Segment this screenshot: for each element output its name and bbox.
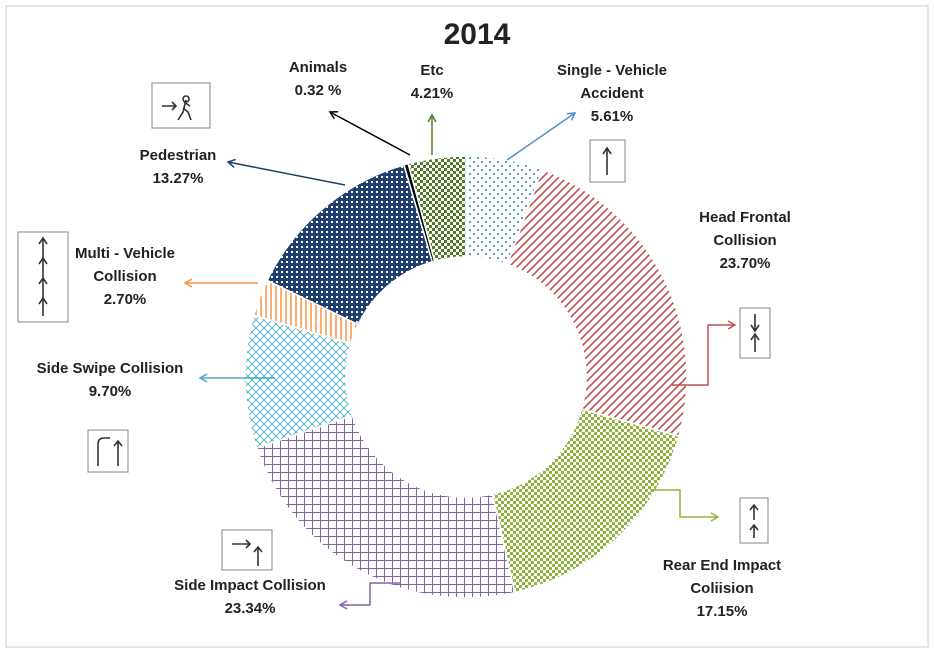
icon-side-swipe bbox=[87, 429, 129, 473]
icon-multi bbox=[17, 231, 69, 323]
donut-slice bbox=[506, 168, 688, 438]
category-label: Pedestrian bbox=[140, 147, 217, 164]
value-label: 2.70% bbox=[104, 291, 147, 308]
value-label: 0.32 % bbox=[295, 82, 342, 99]
value-label: 13.27% bbox=[153, 170, 204, 187]
value-label: 17.15% bbox=[697, 603, 748, 620]
chart-title: 2014 bbox=[444, 18, 511, 51]
donut-slice bbox=[255, 414, 516, 599]
category-label: Side Impact Collision bbox=[174, 577, 326, 594]
icon-single bbox=[589, 139, 626, 183]
icons bbox=[17, 82, 771, 571]
value-label: 4.21% bbox=[411, 85, 454, 102]
donut-slice bbox=[407, 155, 467, 263]
value-label: 23.70% bbox=[720, 255, 771, 272]
value-label: 9.70% bbox=[89, 383, 132, 400]
leader-line bbox=[226, 158, 346, 186]
icon-side-impact bbox=[221, 529, 273, 571]
category-label: Head Frontal Collision bbox=[699, 209, 791, 249]
icon-head bbox=[739, 307, 771, 359]
category-label: Side Swipe Collision bbox=[37, 360, 184, 377]
category-label: Multi - Vehicle Collision bbox=[75, 245, 175, 285]
donut-slice bbox=[491, 408, 680, 594]
category-label: Rear End Impact Coliision bbox=[663, 557, 781, 597]
icon-pedestrian bbox=[151, 82, 211, 129]
leader-line bbox=[328, 111, 411, 156]
category-label: Etc bbox=[420, 62, 443, 79]
category-label: Single - Vehicle Accident bbox=[557, 62, 667, 102]
icon-rear bbox=[739, 497, 769, 544]
value-label: 23.34% bbox=[225, 600, 276, 617]
leader-line bbox=[650, 489, 720, 522]
leader-line bbox=[506, 112, 577, 161]
leader-line bbox=[672, 320, 737, 386]
leader-line bbox=[338, 582, 400, 610]
value-label: 5.61% bbox=[591, 108, 634, 125]
category-label: Animals bbox=[289, 59, 347, 76]
